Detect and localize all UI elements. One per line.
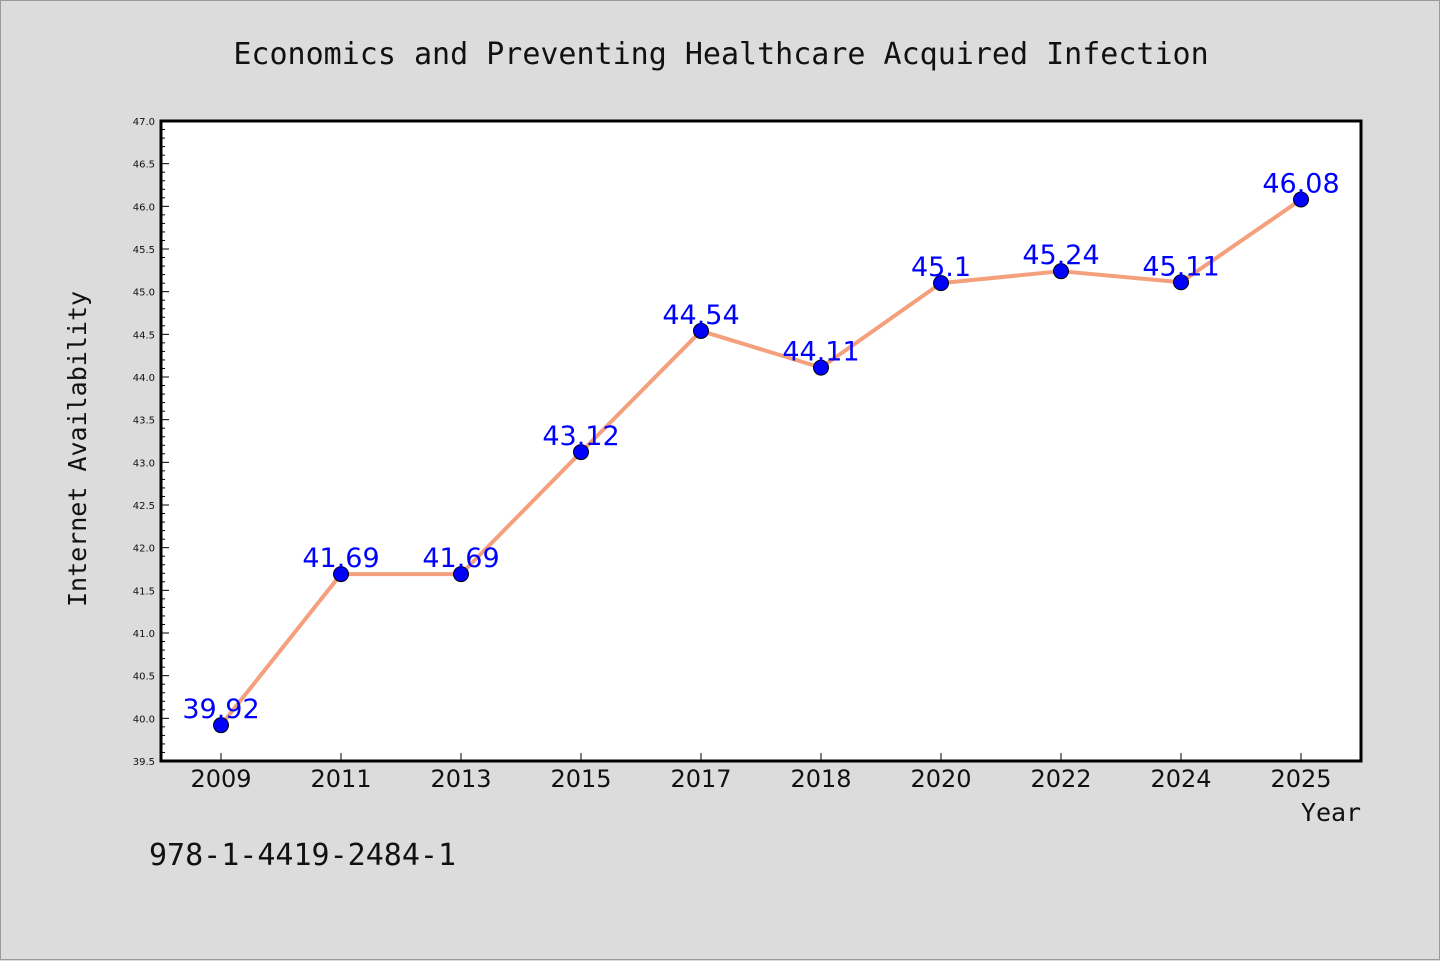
- y-tick-label: 40.0: [133, 714, 155, 725]
- y-tick-label: 44.5: [133, 330, 155, 341]
- data-point: [213, 717, 229, 734]
- y-tick-label: 47.0: [133, 117, 155, 128]
- data-label: 41.69: [422, 543, 499, 574]
- data-point: [693, 322, 709, 339]
- isbn-text: 978-1-4419-2484-1: [149, 838, 456, 873]
- y-tick-label: 42.0: [133, 544, 155, 555]
- data-label: 45.1: [911, 252, 971, 283]
- data-point: [1053, 263, 1069, 280]
- plot-area: [159, 119, 1363, 763]
- x-tick-label: 2017: [670, 765, 731, 793]
- data-point: [813, 359, 829, 376]
- data-label: 41.69: [302, 543, 379, 574]
- y-tick-label: 40.5: [133, 672, 155, 683]
- data-point: [933, 275, 949, 292]
- y-tick-label: 45.0: [133, 288, 155, 299]
- y-tick-label: 42.5: [133, 501, 155, 512]
- x-tick-label: 2018: [790, 765, 851, 793]
- y-tick-label: 43.5: [133, 416, 155, 427]
- data-label-group: 39.92 41.69 41.69 43.12 44.54 44.11 45.1 45.24 4…: [182, 169, 1339, 726]
- series-line-group: [219, 197, 1303, 727]
- y-tick-label: 46.0: [133, 202, 155, 213]
- data-point: [1293, 191, 1309, 208]
- x-tick-label: 2022: [1030, 765, 1091, 793]
- series-line: [219, 197, 1303, 727]
- y-tick-label: 39.5: [133, 757, 155, 768]
- data-label: 45.11: [1142, 251, 1219, 282]
- x-tick-label: 2013: [430, 765, 491, 793]
- marker-group: [213, 191, 1309, 734]
- data-label: 44.54: [662, 300, 739, 331]
- x-tick-label: 2020: [910, 765, 971, 793]
- data-label: 44.11: [782, 337, 859, 368]
- x-tick-label: 2024: [1150, 765, 1211, 793]
- y-tick-label: 45.5: [133, 245, 155, 256]
- x-axis: 2009 2011 2013 2015 2017 2018 2020 2022 2024 2025: [190, 753, 1332, 793]
- data-label: 45.24: [1022, 240, 1099, 271]
- x-tick-label: 2011: [310, 765, 371, 793]
- data-label: 43.12: [542, 421, 619, 452]
- y-axis: 39.5 40.0 40.5 41.0 41.5 42.0 42.5 43.0 43.5 44.0…: [133, 117, 169, 768]
- data-point: [453, 566, 469, 583]
- x-axis-title: Year: [1301, 798, 1361, 827]
- chart-title: Economics and Preventing Healthcare Acqu…: [233, 37, 1208, 72]
- x-tick-label: 2025: [1270, 765, 1331, 793]
- data-point: [573, 444, 589, 461]
- y-tick-label: 44.0: [133, 373, 155, 384]
- data-label: 39.92: [182, 694, 259, 725]
- data-label: 46.08: [1262, 169, 1339, 200]
- y-tick-label: 41.0: [133, 629, 155, 640]
- y-axis-title: Internet Availability: [63, 291, 92, 607]
- y-tick-label: 43.0: [133, 458, 155, 469]
- y-tick-label: 41.5: [133, 586, 155, 597]
- x-tick-label: 2009: [190, 765, 251, 793]
- x-tick-label: 2015: [550, 765, 611, 793]
- y-tick-label: 46.5: [133, 160, 155, 171]
- data-point: [1173, 274, 1189, 291]
- data-point: [333, 566, 349, 583]
